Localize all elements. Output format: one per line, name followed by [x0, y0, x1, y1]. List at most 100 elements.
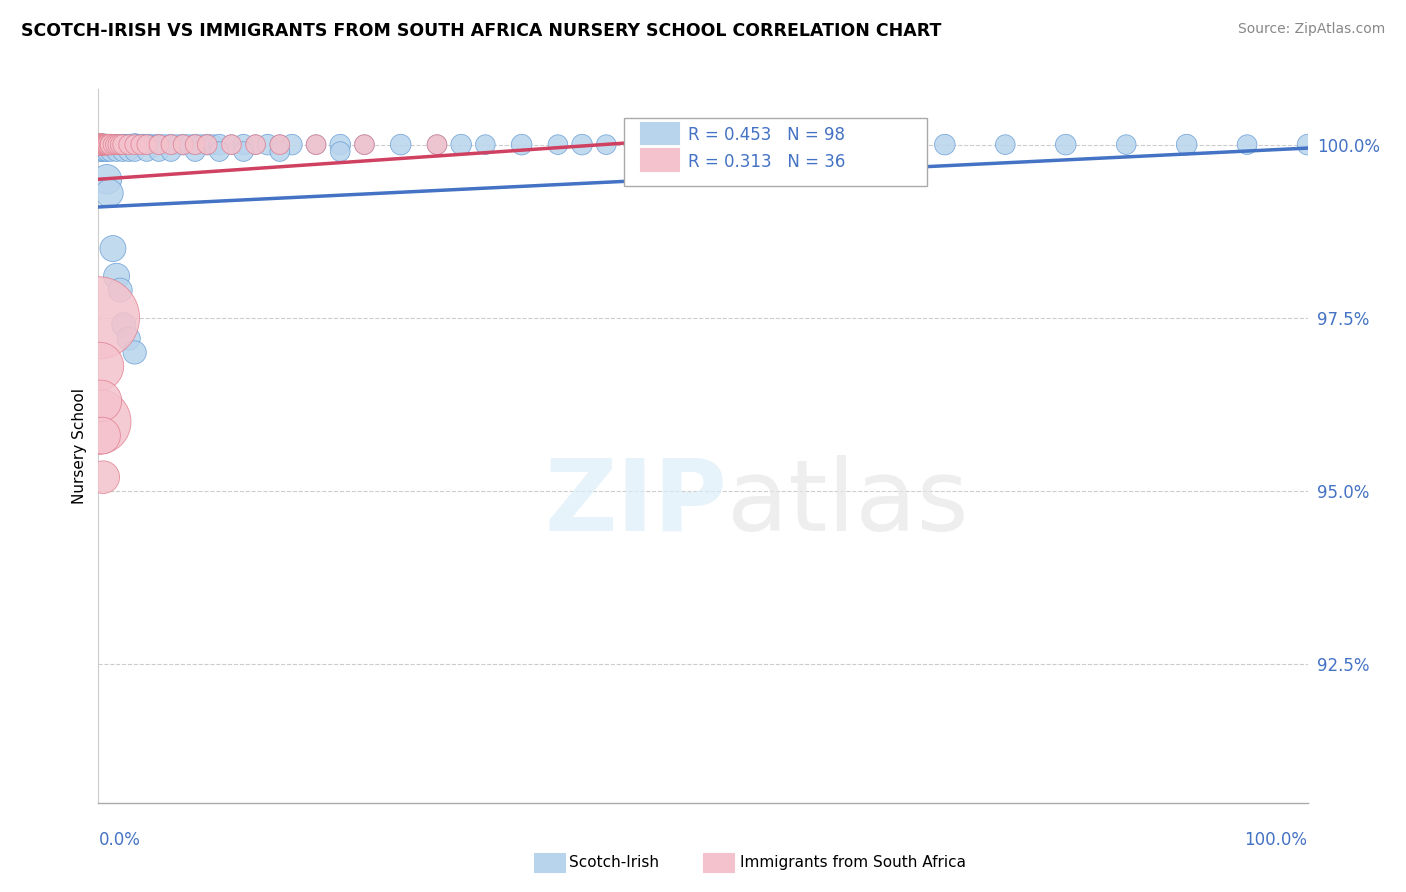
Point — [131, 137, 153, 152]
Text: Immigrants from South Africa: Immigrants from South Africa — [740, 855, 966, 870]
Point — [177, 137, 201, 152]
Text: ZIP: ZIP — [544, 455, 727, 551]
Point — [108, 137, 131, 152]
Text: SCOTCH-IRISH VS IMMIGRANTS FROM SOUTH AFRICA NURSERY SCHOOL CORRELATION CHART: SCOTCH-IRISH VS IMMIGRANTS FROM SOUTH AF… — [21, 22, 942, 40]
Point — [121, 137, 143, 152]
Text: 0.0%: 0.0% — [98, 831, 141, 849]
Point — [269, 145, 291, 159]
Point — [91, 137, 114, 152]
Point — [221, 137, 243, 152]
Point — [118, 145, 141, 159]
Text: R = 0.313   N = 36: R = 0.313 N = 36 — [689, 153, 846, 171]
Point — [426, 137, 449, 152]
Point — [160, 137, 183, 152]
Point — [148, 145, 170, 159]
Point — [148, 137, 170, 152]
Point — [90, 394, 112, 409]
Point — [994, 137, 1017, 152]
Point — [692, 137, 714, 152]
Point — [1175, 137, 1198, 152]
Point — [105, 269, 128, 284]
Point — [112, 137, 135, 152]
Point — [91, 137, 114, 152]
Point — [96, 145, 118, 159]
Point — [127, 137, 149, 152]
Point — [195, 137, 218, 152]
Y-axis label: Nursery School: Nursery School — [72, 388, 87, 504]
Point — [105, 137, 128, 152]
Point — [103, 137, 125, 152]
Point — [145, 137, 167, 152]
Point — [208, 145, 231, 159]
Point — [89, 359, 111, 374]
Point — [426, 137, 449, 152]
Point — [813, 137, 835, 152]
Point — [118, 332, 141, 346]
Point — [87, 415, 110, 429]
Point — [329, 145, 352, 159]
Point — [91, 470, 114, 484]
Point — [101, 242, 124, 256]
Point — [474, 137, 496, 152]
Point — [1054, 137, 1077, 152]
Point — [245, 137, 267, 152]
Point — [305, 137, 328, 152]
Point — [1296, 137, 1319, 152]
Point — [245, 137, 267, 152]
Point — [97, 137, 120, 152]
Point — [94, 137, 117, 152]
Point — [232, 145, 254, 159]
Point — [93, 137, 115, 152]
Point — [101, 137, 124, 152]
Point — [105, 145, 128, 159]
Point — [98, 137, 121, 152]
Point — [104, 137, 127, 152]
Point — [281, 137, 304, 152]
Point — [115, 137, 138, 152]
Point — [190, 137, 212, 152]
Point — [269, 137, 291, 152]
Point — [100, 145, 122, 159]
Point — [100, 137, 122, 152]
Point — [1236, 137, 1258, 152]
Point — [128, 137, 150, 152]
Point — [98, 137, 121, 152]
Text: Source: ZipAtlas.com: Source: ZipAtlas.com — [1237, 22, 1385, 37]
Point — [135, 145, 157, 159]
Point — [166, 137, 188, 152]
Point — [269, 137, 291, 152]
Point — [202, 137, 225, 152]
Point — [172, 137, 194, 152]
Bar — [640, 148, 679, 171]
Point — [160, 145, 183, 159]
Point — [232, 137, 254, 152]
Point — [124, 137, 146, 152]
Point — [353, 137, 375, 152]
Point — [510, 137, 533, 152]
Point — [100, 137, 122, 152]
Point — [195, 137, 218, 152]
Point — [873, 137, 896, 152]
Point — [1115, 137, 1137, 152]
Point — [148, 137, 170, 152]
Point — [595, 137, 617, 152]
Point — [111, 137, 134, 152]
Point — [184, 137, 207, 152]
Point — [934, 137, 956, 152]
Point — [91, 137, 114, 152]
Point — [135, 137, 157, 152]
Point — [110, 137, 132, 152]
Point — [134, 137, 156, 152]
Point — [89, 137, 111, 152]
Point — [100, 137, 122, 152]
Point — [93, 137, 115, 152]
Point — [118, 137, 141, 152]
Point — [108, 137, 131, 152]
Point — [112, 318, 135, 332]
Point — [668, 137, 690, 152]
Point — [118, 137, 141, 152]
Point — [87, 310, 110, 325]
Point — [571, 137, 593, 152]
Point — [104, 137, 127, 152]
Point — [389, 137, 412, 152]
